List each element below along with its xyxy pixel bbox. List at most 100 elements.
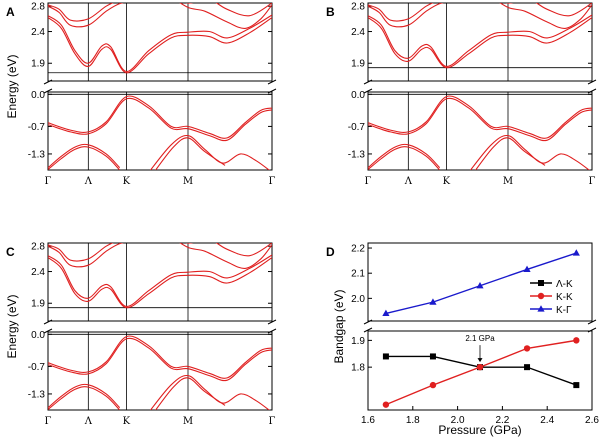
y-tick-label: 0.0 (31, 330, 45, 341)
data-point (429, 353, 436, 360)
panel-label: A (6, 5, 15, 19)
y-tick-label: 2.8 (31, 242, 45, 253)
valence-band (48, 146, 121, 170)
conduction-band (368, 17, 592, 69)
x-tick-label: 2.4 (540, 415, 554, 426)
axis-break-mark (363, 319, 373, 325)
axis-break-mark (267, 79, 277, 85)
conduction-band (48, 3, 120, 22)
valence-band (368, 95, 592, 139)
legend-marker (537, 305, 545, 312)
k-point-label: Γ (269, 416, 276, 427)
y-tick-label: 1.9 (351, 336, 365, 347)
series-line (385, 339, 577, 406)
legend-marker (538, 280, 544, 286)
y-tick-label: 2.1 (351, 269, 365, 280)
conduction-band (48, 3, 138, 28)
data-point (476, 363, 484, 371)
data-point (523, 345, 531, 352)
series-1 (382, 337, 580, 408)
legend: Λ-K K-K K-Γ (530, 279, 573, 316)
k-point-label: Γ (45, 416, 52, 427)
axis-break-mark (363, 88, 373, 94)
plot-frame-lower (367, 91, 593, 171)
valence-band (48, 335, 272, 379)
plot-frame-upper (47, 2, 273, 82)
data-point (524, 364, 531, 371)
data-point (382, 309, 390, 317)
y-tick-label: 2.2 (351, 244, 365, 255)
legend-marker (537, 292, 545, 300)
series-2 (382, 249, 580, 317)
bands (48, 3, 272, 170)
y-tick-label: 1.9 (351, 59, 365, 70)
y-axis-label: Energy (eV) (5, 54, 19, 118)
panel-label: B (326, 5, 335, 19)
y-tick-label: 0.0 (351, 90, 365, 101)
k-point-label: Γ (269, 176, 276, 187)
valence-band (152, 377, 226, 410)
y-axis-label: Energy (eV) (5, 294, 19, 358)
axis-break-mark (43, 79, 53, 85)
axis-break-mark (43, 328, 53, 334)
x-tick-label: 2.2 (495, 415, 509, 426)
data-point (523, 265, 531, 273)
conduction-band (48, 243, 120, 262)
data-point (382, 401, 390, 408)
series-line (385, 355, 577, 386)
bands (48, 243, 272, 410)
conduction-band (490, 3, 592, 29)
x-tick-label: 2.0 (451, 415, 465, 426)
y-tick-label: -0.7 (28, 362, 46, 373)
axis-break-mark (587, 319, 597, 325)
axis-break-mark (43, 319, 53, 325)
legend-label: Λ-K (556, 279, 573, 290)
conduction-band (48, 243, 138, 268)
k-point-label: Γ (589, 176, 596, 187)
conduction-band (170, 3, 272, 29)
valence-band (368, 146, 441, 170)
y-tick-label: 1.9 (31, 299, 45, 310)
bandgap-panel: 2.0 2.1 2.2 1.8 1.9 1.6 1.8 2.0 2.2 2.4 2.6 Pressur… (326, 242, 599, 437)
y-tick-label: 2.4 (31, 267, 45, 278)
k-point-label: M (183, 176, 193, 187)
y-tick-label: -1.3 (28, 149, 46, 160)
axis-break-mark (363, 79, 373, 85)
axis-break-mark (587, 79, 597, 85)
axis-break-mark (267, 319, 277, 325)
band-panel-c: 1.9 2.4 2.8 -1.3 -0.7 0.0 Γ Λ K M Γ Energy (eV) C (5, 242, 277, 427)
panel-label: C (6, 245, 15, 259)
valence-band (48, 337, 272, 382)
y-tick-label: -1.3 (348, 149, 366, 160)
annotation-label: 2.1 GPa (465, 334, 495, 343)
conduction-band (170, 243, 272, 269)
valence-band (368, 97, 592, 142)
plot-frame-upper (367, 2, 593, 82)
conduction-band (368, 14, 592, 67)
band-panel-b: 1.9 2.4 2.8 -1.3 -0.7 0.0 Γ Λ K M Γ B (326, 2, 597, 187)
legend-label: K-K (556, 292, 573, 303)
y-axis-label: Bandgap (eV) (332, 289, 346, 363)
data-point (382, 353, 389, 360)
conduction-band (368, 3, 440, 22)
conduction-band (48, 254, 272, 307)
k-point-label: K (123, 416, 131, 427)
k-point-label: Λ (404, 176, 413, 187)
y-tick-label: 2.8 (351, 2, 365, 13)
x-tick-label: 2.6 (585, 415, 599, 426)
y-tick-label: -0.7 (348, 122, 366, 133)
x-axis-label: Pressure (GPa) (438, 423, 521, 437)
k-point-label: Γ (45, 176, 52, 187)
valence-band (48, 143, 121, 169)
plot-frame-lower (47, 91, 273, 171)
annotation-arrowhead (477, 358, 483, 363)
axis-break-mark (587, 88, 597, 94)
conduction-band (497, 3, 592, 17)
k-point-label: K (443, 176, 451, 187)
axis-break-mark (267, 328, 277, 334)
data-point (573, 337, 580, 344)
valence-band (472, 137, 546, 170)
y-tick-label: 1.8 (351, 363, 365, 374)
k-point-label: Γ (365, 176, 372, 187)
